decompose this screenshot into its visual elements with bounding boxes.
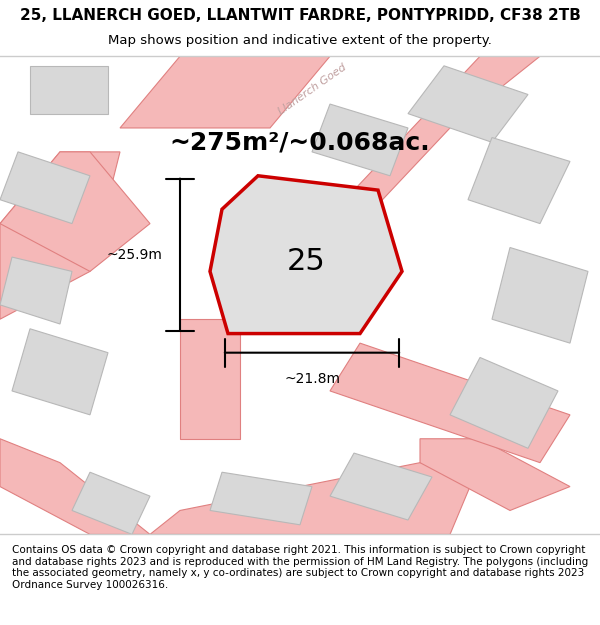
Polygon shape	[450, 357, 558, 448]
Polygon shape	[0, 152, 120, 319]
Polygon shape	[12, 329, 108, 415]
Text: Contains OS data © Crown copyright and database right 2021. This information is : Contains OS data © Crown copyright and d…	[12, 545, 588, 590]
Text: 25: 25	[287, 248, 325, 276]
Text: Llanerch Goed: Llanerch Goed	[276, 62, 348, 117]
Polygon shape	[30, 66, 108, 114]
Text: 25, LLANERCH GOED, LLANTWIT FARDRE, PONTYPRIDD, CF38 2TB: 25, LLANERCH GOED, LLANTWIT FARDRE, PONT…	[20, 8, 580, 23]
Polygon shape	[72, 472, 150, 534]
Polygon shape	[210, 472, 312, 525]
Polygon shape	[312, 104, 408, 176]
Polygon shape	[0, 152, 90, 224]
Polygon shape	[492, 248, 588, 343]
Polygon shape	[330, 343, 570, 462]
Polygon shape	[468, 138, 570, 224]
Polygon shape	[0, 439, 150, 534]
Polygon shape	[210, 176, 402, 334]
Polygon shape	[0, 152, 150, 271]
Text: Map shows position and indicative extent of the property.: Map shows position and indicative extent…	[108, 34, 492, 47]
Text: ~275m²/~0.068ac.: ~275m²/~0.068ac.	[170, 130, 430, 154]
Polygon shape	[120, 56, 330, 128]
Polygon shape	[180, 319, 240, 439]
Polygon shape	[330, 453, 432, 520]
Polygon shape	[300, 56, 540, 248]
Polygon shape	[150, 462, 480, 534]
Text: ~25.9m: ~25.9m	[106, 248, 162, 262]
Polygon shape	[420, 439, 570, 511]
Polygon shape	[0, 257, 72, 324]
Text: ~21.8m: ~21.8m	[284, 372, 340, 386]
Polygon shape	[408, 66, 528, 142]
